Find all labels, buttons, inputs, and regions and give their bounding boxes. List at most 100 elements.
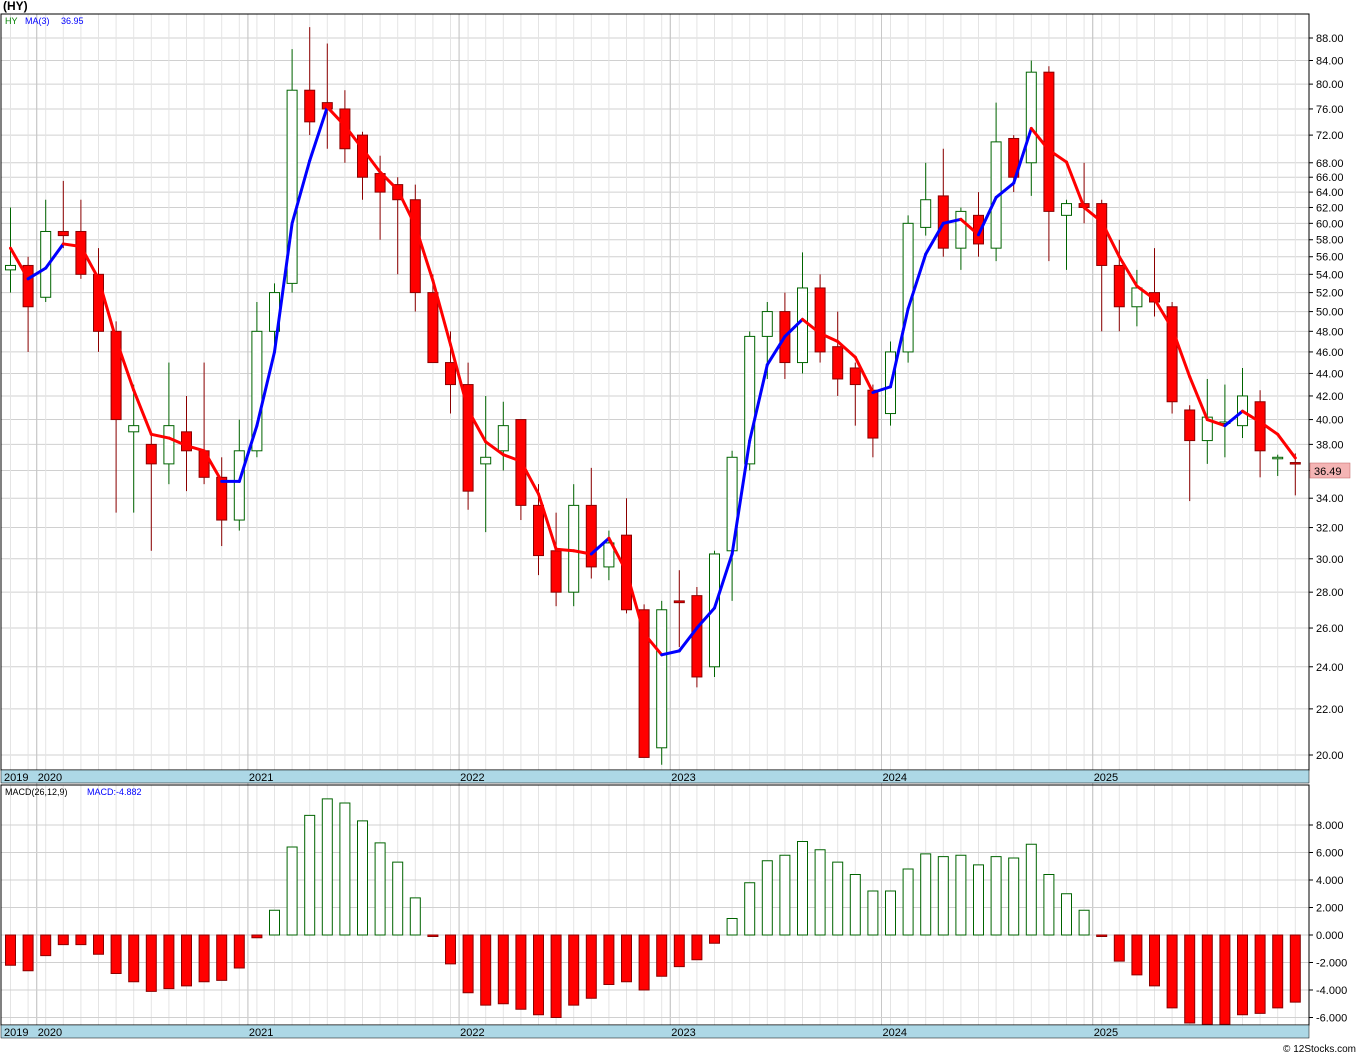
- candle-body: [339, 108, 351, 150]
- candle: [409, 184, 421, 312]
- ma-segment: [801, 317, 822, 335]
- price-tick-label: 46.00: [1316, 347, 1344, 359]
- macd-bar: [5, 934, 16, 966]
- macd-bar: [585, 934, 597, 999]
- macd-bar: [691, 934, 703, 961]
- ma-segment: [484, 440, 505, 457]
- candle-body: [832, 346, 844, 380]
- price-tick-label: 48.00: [1316, 326, 1344, 338]
- year-label: 2019: [4, 1027, 28, 1039]
- ma-segment: [1135, 284, 1156, 301]
- price-tick-label: 54.00: [1316, 269, 1344, 281]
- macd-bar: [550, 934, 562, 1018]
- macd-bar: [955, 854, 967, 936]
- macd-bar: [533, 934, 544, 1016]
- candle: [181, 395, 192, 492]
- candle-body: [233, 450, 245, 521]
- macd-tick-label: -6.000: [1316, 1013, 1347, 1025]
- ma-segment: [906, 252, 928, 311]
- ma-segment: [660, 649, 681, 657]
- candle: [691, 587, 703, 688]
- macd-bar: [1078, 909, 1090, 936]
- macd-tick-label: 2.000: [1316, 903, 1344, 915]
- ma-segment: [255, 350, 276, 428]
- macd-histogram: [5, 798, 1301, 1025]
- candle: [22, 256, 34, 352]
- candle: [568, 484, 580, 607]
- ma-segment: [114, 337, 136, 392]
- candle-body: [286, 89, 298, 284]
- ma-segment: [554, 547, 576, 553]
- ma-segment: [361, 147, 382, 174]
- candle: [533, 484, 544, 576]
- ma-segment: [273, 221, 294, 354]
- macd-bar: [1254, 934, 1266, 1014]
- year-label: 2025: [1094, 772, 1118, 784]
- date-axis-band: [0, 769, 1310, 784]
- price-tick-label: 50.00: [1316, 307, 1344, 319]
- macd-bar: [462, 934, 474, 994]
- candle-body: [40, 230, 52, 298]
- macd-bar: [744, 882, 756, 936]
- candle-body: [480, 456, 492, 465]
- macd-bar: [409, 897, 421, 936]
- macd-bar: [427, 934, 439, 937]
- macd-bar: [1289, 934, 1301, 1003]
- chart-title: (HY): [3, 0, 28, 13]
- ma-segment: [1276, 432, 1297, 460]
- candle: [1061, 199, 1072, 270]
- ma-segment: [343, 124, 364, 151]
- candle-body: [814, 287, 826, 353]
- ma-segment: [1153, 297, 1174, 330]
- macd-bar: [216, 934, 228, 981]
- year-label: 2023: [671, 772, 695, 784]
- candle-body: [673, 600, 685, 604]
- ma-segment: [378, 170, 400, 192]
- candle-body: [163, 425, 175, 465]
- macd-bar: [251, 934, 263, 939]
- candle: [427, 274, 439, 364]
- year-label: 2024: [883, 1027, 907, 1039]
- ma-segment: [572, 549, 593, 556]
- macd-bar: [638, 934, 650, 991]
- ma-segment: [431, 279, 452, 347]
- copyright: © 12Stocks.com: [1283, 1044, 1356, 1055]
- candle-body: [709, 553, 720, 668]
- macd-bar: [93, 934, 104, 955]
- candle: [673, 570, 685, 648]
- ma-segment: [1065, 160, 1086, 209]
- candle: [145, 431, 157, 551]
- candle-body: [1272, 456, 1284, 460]
- candle: [163, 362, 175, 485]
- ma-segment: [79, 244, 100, 281]
- ma-segment: [818, 331, 840, 344]
- candle: [110, 321, 122, 513]
- ma-segment: [1029, 126, 1051, 152]
- macd-bar: [656, 934, 668, 977]
- candle-body: [744, 335, 756, 465]
- ma-legend-label: MA(3): [25, 16, 50, 26]
- macd-bar: [1043, 874, 1055, 936]
- candle: [814, 274, 826, 363]
- price-tick-label: 72.00: [1316, 130, 1344, 142]
- ma-segment: [730, 439, 752, 556]
- ma-segment: [1258, 420, 1280, 436]
- macd-bar: [110, 934, 122, 974]
- price-tick-label: 60.00: [1316, 218, 1344, 230]
- year-label: 2019: [4, 772, 28, 784]
- macd-bar: [233, 934, 245, 969]
- candle-body: [550, 550, 562, 593]
- candle-body: [1008, 137, 1020, 178]
- macd-bar: [937, 856, 949, 936]
- macd-bar: [1219, 934, 1231, 1025]
- macd-tick-label: 0.000: [1316, 930, 1344, 942]
- last-price-box: [1309, 462, 1351, 479]
- year-label: 2022: [460, 1027, 484, 1039]
- candle: [832, 311, 844, 396]
- candle-body: [533, 504, 544, 557]
- price-tick-label: 66.00: [1316, 172, 1344, 184]
- last-price-label: 36.49: [1314, 466, 1342, 478]
- candle: [902, 215, 914, 363]
- macd-legend-label: MACD(26,12,9): [5, 787, 68, 797]
